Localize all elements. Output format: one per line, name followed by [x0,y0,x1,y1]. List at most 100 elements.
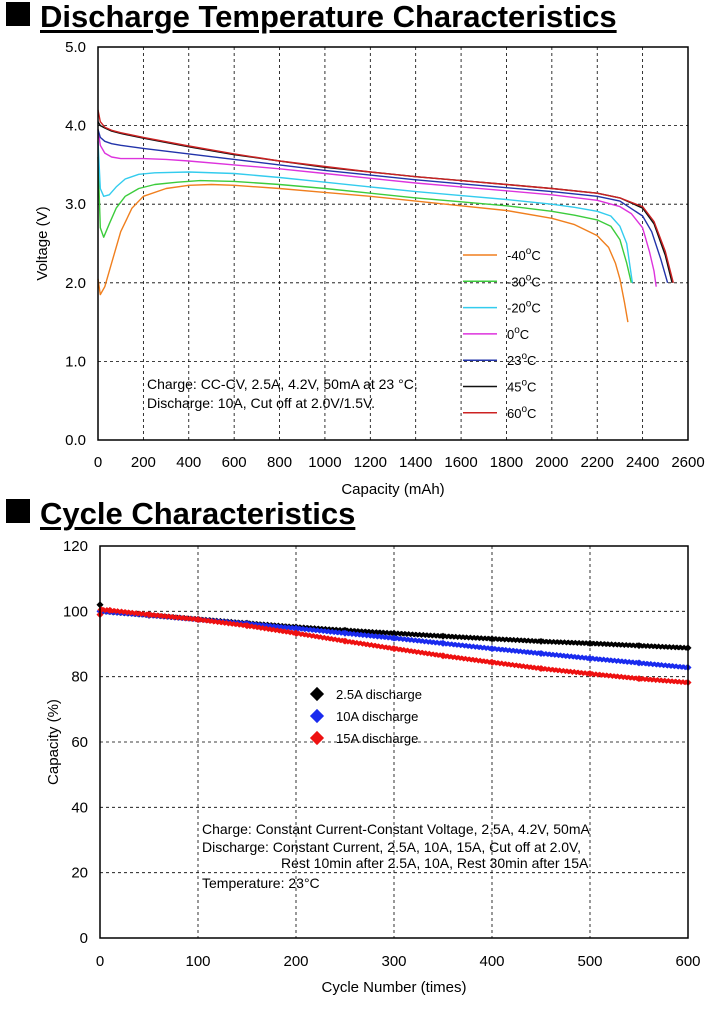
discharge-annotation: Discharge: Constant Current, 2.5A, 10A, … [202,839,581,855]
series-line-60C [97,109,674,283]
data-point [488,658,496,666]
x-tick-label: 200 [283,953,308,970]
temperature-annotation: Temperature: 23°C [202,875,320,891]
data-point [586,639,594,647]
legend-label: 23oC [507,351,536,368]
y-tick-label: 2.0 [65,275,86,292]
axis-ticks: 0 200 400 600 800 1000 1200 1400 1600 1800 2000 220… [65,39,705,471]
data-point [145,611,153,619]
x-tick-label: 1200 [354,454,387,471]
data-point [106,606,114,614]
charge-annotation: Charge: Constant Current-Constant Voltag… [202,821,590,837]
data-point [488,645,496,653]
x-tick-label: 1800 [490,454,523,471]
x-tick-label: 0 [94,454,102,471]
data-point [243,622,251,630]
grid [98,47,688,440]
legend-label: -30oC [507,272,541,289]
y-tick-label: 20 [71,865,88,882]
y-tick-label: 5.0 [65,39,86,56]
x-tick-label: 300 [381,953,406,970]
legend: -40oC -30oC -20oC 0oC 23oC 45oC 60oC [463,246,541,421]
y-tick-label: 1.0 [65,353,86,370]
x-tick-label: 1000 [308,454,341,471]
cycle-section-title: Cycle Characteristics [6,497,355,531]
y-tick-label: 0.0 [65,432,86,449]
y-tick-label: 60 [71,734,88,751]
y-tick-label: 100 [63,603,88,620]
data-point [635,642,643,650]
y-axis-label: Voltage (V) [34,206,51,280]
data-point [586,654,594,662]
rest-annotation: Rest 10min after 2.5A, 10A, Rest 30min a… [281,855,589,871]
x-tick-label: 800 [267,454,292,471]
data-point [390,634,398,642]
legend-label: -20oC [507,299,541,316]
data-point [488,635,496,643]
y-tick-label: 4.0 [65,118,86,135]
legend: 2.5A discharge 10A discharge 15A discharge [309,686,422,746]
legend-marker [309,708,325,724]
series-line--40C [97,183,629,323]
axis-ticks: 0 100 200 300 400 500 600 0 20 40 60 80 100 120 [63,538,701,970]
data-point [97,606,105,614]
x-tick-label: 2000 [535,454,568,471]
legend-marker [309,686,325,702]
data-point [194,615,202,624]
y-tick-label: 3.0 [65,196,86,213]
x-tick-label: 1400 [399,454,432,471]
y-axis-label: Capacity (%) [45,699,62,785]
x-tick-label: 1600 [444,454,477,471]
data-point [537,637,545,645]
series-line--20C [97,141,634,283]
bullet-square-icon [6,499,30,523]
plot-frame [99,545,689,939]
grid [100,546,688,938]
discharge-annotation: Discharge: 10A, Cut off at 2.0V/1.5V. [147,395,375,411]
data-point [537,664,545,673]
data-point [390,645,398,653]
x-tick-label: 600 [222,454,247,471]
data-point [292,624,300,632]
series-line--30C [97,156,632,283]
data-point [439,632,447,640]
legend-label: -40oC [507,246,541,263]
data-point [292,629,300,637]
charge-annotation: Charge: CC-CV, 2.5A, 4.2V, 50mA at 23 °C… [147,376,418,392]
plot-frame [97,46,689,441]
legend-label: 60oC [507,404,536,421]
legend-label: 0oC [507,325,529,342]
x-tick-label: 500 [577,953,602,970]
x-tick-label: 600 [675,953,700,970]
data-point [635,659,643,667]
x-tick-label: 200 [131,454,156,471]
bullet-square-icon [6,2,30,26]
series-line-23C [97,129,669,283]
y-tick-label: 0 [80,930,88,947]
x-axis-label: Cycle Number (times) [321,979,466,996]
discharge-temperature-chart: 0 200 400 600 800 1000 1200 1400 1600 1800 2000 220… [34,39,705,498]
legend-label: 45oC [507,378,536,395]
x-tick-label: 400 [176,454,201,471]
data-point [439,639,447,647]
x-tick-label: 2400 [626,454,659,471]
y-tick-label: 120 [63,538,88,555]
data-point [439,652,447,660]
x-axis-label: Capacity (mAh) [341,481,444,498]
data-point [635,675,643,683]
x-tick-label: 2200 [581,454,614,471]
series-group [97,109,674,323]
legend-label: 15A discharge [336,731,418,746]
data-point [341,637,349,645]
legend-label: 2.5A discharge [336,687,422,702]
x-tick-label: 2600 [671,454,704,471]
data-point [341,629,349,637]
x-tick-label: 0 [96,953,104,970]
data-point [537,649,545,658]
discharge-section-title: Discharge Temperature Characteristics [6,0,617,34]
legend-marker [309,730,325,746]
data-point [390,629,398,637]
series-line-0C [97,129,657,287]
series-15a-discharge [96,606,692,687]
x-tick-label: 100 [185,953,210,970]
